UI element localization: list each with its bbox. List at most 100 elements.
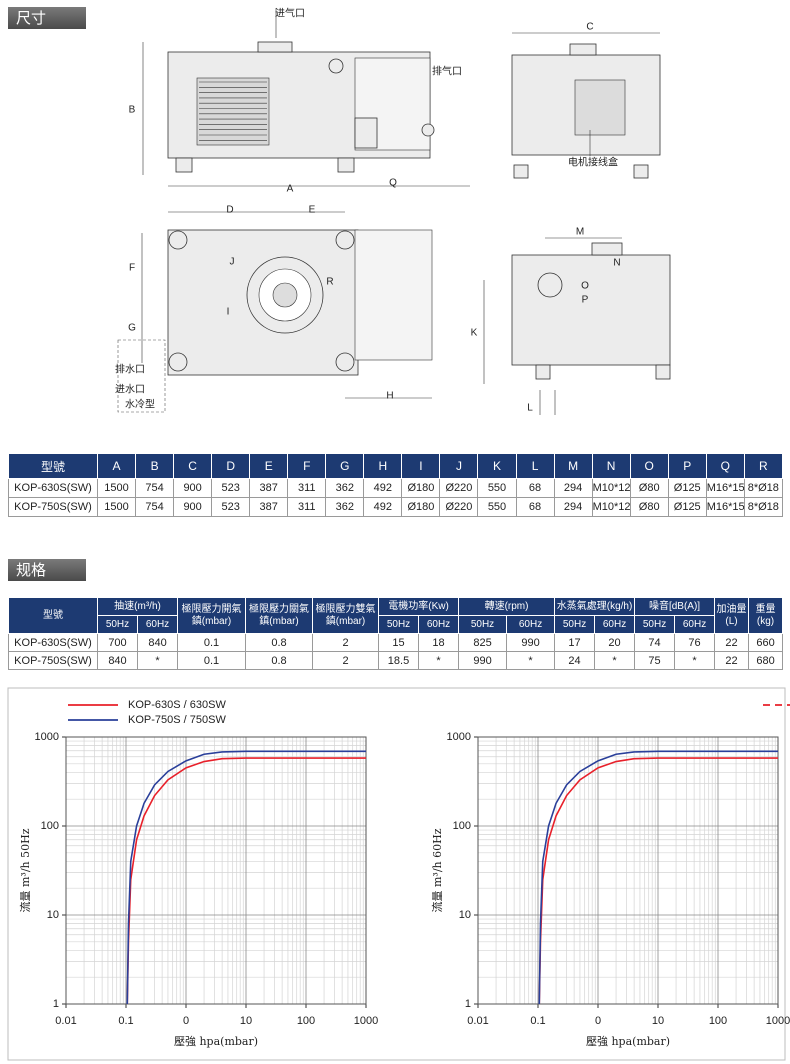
y-axis-label: 流量 m³/h 60Hz (430, 828, 444, 912)
foot (655, 364, 671, 380)
table-cell: 550 (477, 497, 517, 517)
table-cell: 900 (173, 478, 213, 498)
table-cell: 294 (553, 497, 593, 517)
header-cell: 極限壓力關氣鎮(mbar) (245, 597, 314, 634)
vent-panel (196, 77, 270, 146)
table-cell: 8*Ø18 (743, 478, 783, 498)
x-tick-label: 10 (652, 1015, 664, 1027)
sub-header-cell: 60Hz (506, 615, 556, 634)
dimension-label: E (309, 205, 316, 216)
plot-area (66, 737, 366, 1004)
section-tab: 规格 (8, 559, 86, 581)
flange (257, 41, 293, 53)
header-cell: 水蒸氣處理(kg/h) (554, 597, 636, 616)
header-cell: 極限壓力雙氣鎮(mbar) (312, 597, 380, 634)
header-cell: 電機功率(Kw) (378, 597, 460, 616)
terminal-box (574, 79, 626, 136)
header-row: 型號 A B C D E F G H I J K L M N O P Q R (8, 453, 783, 479)
table-cell: 24 (554, 651, 596, 670)
table-cell: 492 (363, 497, 403, 517)
table-cell: 2 (312, 633, 380, 652)
legend-label: KOP-750S / 750SW (128, 714, 226, 726)
y-tick-label: 10 (459, 909, 471, 921)
header-cell: 加油量(L) (714, 597, 750, 634)
table-cell: Ø220 (439, 497, 479, 517)
table-cell: Ø180 (401, 497, 441, 517)
table-cell: 17 (554, 633, 596, 652)
header-cell: O (629, 453, 669, 479)
dimension-label: 排气口 (432, 65, 462, 78)
section-tab: 尺寸 (8, 7, 86, 29)
x-tick-label: 0 (183, 1015, 189, 1027)
pump-body (511, 254, 671, 366)
header-cell: M (553, 453, 593, 479)
header-cell: K (477, 453, 517, 479)
foot (335, 230, 355, 250)
plot-area (478, 737, 778, 1004)
table-cell: Ø220 (439, 478, 479, 498)
dimension-label: 进水口 (115, 384, 145, 396)
table-cell: 700 (97, 633, 138, 652)
header-cell: D (211, 453, 251, 479)
foot (335, 352, 355, 372)
water-box (117, 339, 166, 413)
x-tick-label: 0.01 (55, 1015, 76, 1027)
y-axis-label: 流量 m³/h 50Hz (18, 828, 32, 912)
table-cell: 387 (249, 478, 289, 498)
foot (513, 164, 529, 179)
dimension-label: J (230, 257, 235, 268)
header-cell: 極限壓力開氣鎮(mbar) (177, 597, 247, 634)
table-cell: 22 (714, 633, 750, 652)
table-cell: 294 (553, 478, 593, 498)
dimension-label: F (129, 263, 135, 274)
dimension-label: B (129, 105, 136, 116)
table-cell: KOP-750S(SW) (8, 651, 98, 670)
dimension-label: R (326, 277, 333, 288)
table-cell: Ø125 (667, 478, 707, 498)
table-cell: Ø125 (667, 497, 707, 517)
dimension-label: P (582, 295, 589, 306)
header-cell: N (591, 453, 631, 479)
x-tick-label: 0 (595, 1015, 601, 1027)
table-cell: 660 (748, 633, 784, 652)
table-cell: 387 (249, 497, 289, 517)
flange (272, 282, 298, 308)
sub-header-cell: 50Hz (458, 615, 508, 634)
table-cell: 754 (135, 478, 175, 498)
table-cell: KOP-750S(SW) (8, 497, 98, 517)
table-cell: * (506, 651, 556, 670)
table-cell: 311 (287, 478, 327, 498)
chart-panel (7, 687, 786, 1061)
table-cell: 68 (515, 478, 555, 498)
table-cell: 18.5 (378, 651, 420, 670)
dimension-label: 排水口 (115, 363, 145, 376)
port (421, 123, 435, 137)
series-line (126, 750, 366, 1005)
table-cell: 76 (674, 633, 716, 652)
x-tick-label: 1000 (354, 1015, 378, 1027)
table-cell: 2 (312, 651, 380, 670)
x-tick-label: 100 (709, 1015, 727, 1027)
table-cell: 75 (634, 651, 676, 670)
table-cell: M16*15 (705, 497, 745, 517)
table-cell: 840 (136, 633, 179, 652)
table-row: KOP-630S(SW) 1500 754 900 523 387 311 362 492 Ø18… (8, 478, 783, 498)
port (537, 272, 563, 298)
table-cell: 74 (634, 633, 676, 652)
table-cell: 311 (287, 497, 327, 517)
table-cell: 754 (135, 497, 175, 517)
table-cell: 362 (325, 497, 365, 517)
port (328, 58, 344, 74)
header-cell: 型號 (8, 453, 98, 479)
header-cell: P (667, 453, 707, 479)
table-cell: 680 (748, 651, 784, 670)
table-cell: 1500 (96, 478, 137, 498)
table-cell: 362 (325, 478, 365, 498)
table-cell: 840 (97, 651, 138, 670)
flange (569, 43, 597, 56)
dimension-label: A (287, 184, 294, 195)
table-cell: 68 (515, 497, 555, 517)
foot (168, 230, 188, 250)
header-cell: 轉速(rpm) (458, 597, 556, 616)
